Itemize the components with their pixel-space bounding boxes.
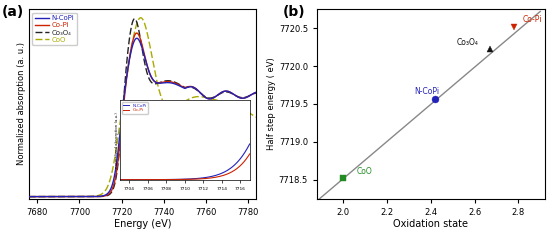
Text: (b): (b) — [283, 5, 305, 19]
Text: Co₃O₄: Co₃O₄ — [457, 38, 479, 47]
Y-axis label: Normalized absorption (a. u.): Normalized absorption (a. u.) — [17, 42, 26, 165]
Y-axis label: Half step energy ( eV): Half step energy ( eV) — [267, 58, 276, 150]
X-axis label: Oxidation state: Oxidation state — [393, 219, 468, 229]
Text: (a): (a) — [2, 5, 24, 19]
X-axis label: Energy (eV): Energy (eV) — [114, 219, 171, 229]
Text: CoO: CoO — [356, 167, 372, 176]
Text: N-CoPi: N-CoPi — [414, 86, 439, 96]
Text: Co-Pi: Co-Pi — [523, 15, 542, 24]
Legend: N-CoPi, Co-Pi, Co₃O₄, CoO: N-CoPi, Co-Pi, Co₃O₄, CoO — [33, 13, 77, 45]
